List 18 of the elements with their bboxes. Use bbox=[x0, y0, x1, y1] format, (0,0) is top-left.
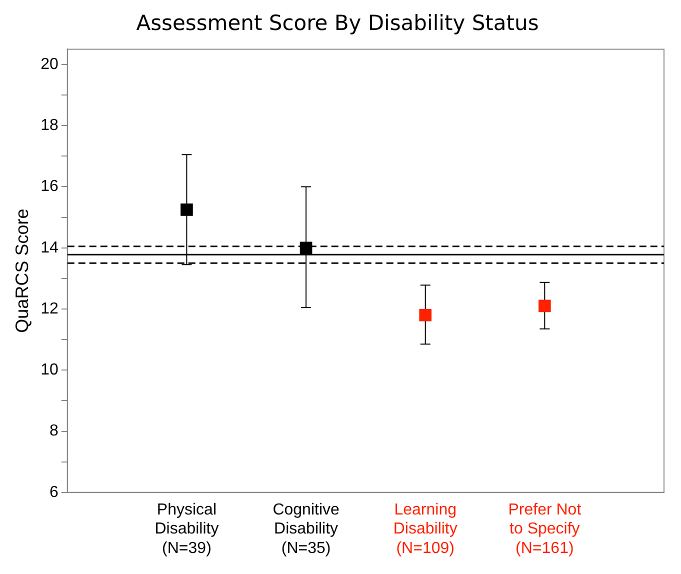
x-tick-label: Learning Disability (N=109) bbox=[393, 501, 458, 557]
point bbox=[538, 300, 551, 312]
x-tick-label: Physical Disability (N=39) bbox=[154, 501, 219, 557]
chart-title: Assessment Score By Disability Status bbox=[136, 11, 539, 36]
y-tick-label: 20 bbox=[40, 56, 58, 73]
point bbox=[180, 204, 193, 216]
y-tick-label: 6 bbox=[49, 484, 58, 501]
y-axis-title: QuaRCS Score bbox=[12, 208, 32, 333]
point bbox=[419, 308, 432, 322]
point bbox=[300, 242, 312, 254]
y-tick-label: 8 bbox=[49, 422, 58, 440]
y-tick-label: 14 bbox=[40, 239, 58, 256]
x-tick-label: Prefer Not to Specify (N=161) bbox=[508, 501, 582, 557]
y-tick-label: 10 bbox=[40, 362, 58, 379]
x-tick-label: Cognitive Disability (N=35) bbox=[272, 501, 340, 557]
y-tick-label: 12 bbox=[40, 300, 58, 318]
y-tick-label: 16 bbox=[40, 178, 58, 196]
y-tick-label: 18 bbox=[40, 117, 58, 134]
